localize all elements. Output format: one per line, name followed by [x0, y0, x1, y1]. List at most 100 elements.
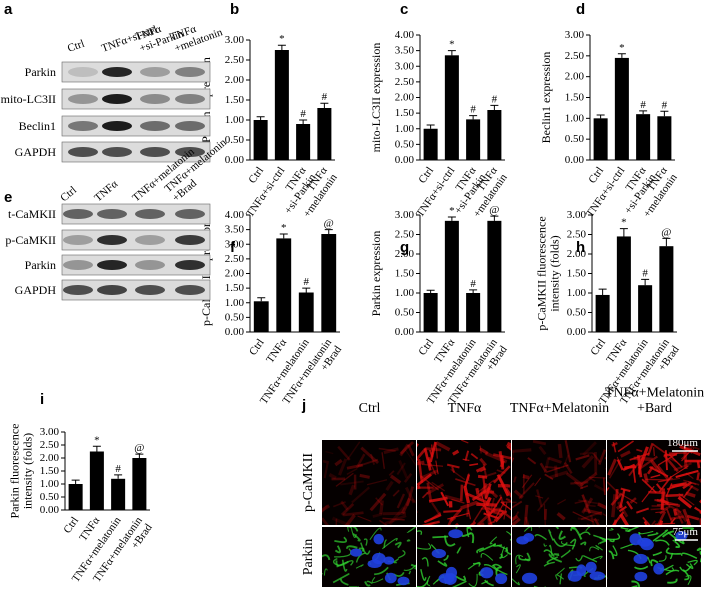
red-fiber: [500, 501, 511, 511]
blue-nucleus: [372, 552, 386, 565]
red-fiber: [489, 496, 503, 516]
blot-band: [68, 147, 98, 157]
red-fiber: [532, 440, 547, 446]
red-fiber: [426, 482, 433, 502]
green-filament: [347, 527, 352, 532]
red-fiber: [659, 477, 681, 483]
red-fiber: [675, 507, 688, 523]
error-bar: [71, 479, 80, 484]
bar: [487, 110, 502, 160]
y-tick-label: 0.50: [567, 307, 587, 319]
error-bar: [619, 228, 628, 237]
y-tick-label: 0.00: [395, 326, 415, 338]
x-tick-label: Ctrl: [416, 165, 436, 186]
red-fiber: [419, 469, 439, 480]
red-fiber: [483, 512, 499, 520]
green-filament: [569, 527, 583, 540]
red-fiber: [578, 499, 599, 505]
red-fiber: [464, 450, 470, 461]
red-fiber: [699, 499, 701, 504]
red-fiber: [682, 485, 694, 499]
blot-band: [135, 260, 165, 270]
green-filament: [548, 529, 554, 541]
green-filament: [524, 552, 531, 562]
red-fiber: [379, 500, 384, 515]
red-fiber: [428, 496, 448, 503]
panel-letter: e: [4, 189, 12, 206]
red-fiber: [642, 516, 651, 525]
bar: [68, 484, 83, 510]
red-fiber: [369, 492, 387, 512]
y-axis-title-group: Parkin expression: [369, 231, 383, 317]
red-fiber: [580, 511, 603, 521]
green-filament: [414, 566, 416, 570]
green-filament: [506, 530, 511, 541]
micrograph-column-title: TNFα+Melatonin +Bard: [605, 386, 704, 416]
micrograph-column-title: TNFα+Melatonin: [510, 401, 609, 416]
red-fiber: [521, 474, 533, 489]
red-fiber: [602, 512, 606, 517]
green-filament: [608, 550, 615, 560]
red-fiber: [612, 441, 617, 453]
red-fiber: [619, 489, 626, 509]
micrograph-row-label-group: Parkin: [301, 539, 316, 576]
y-tick-label: 0.50: [225, 134, 245, 146]
red-fiber: [565, 472, 584, 487]
panel-letter: f: [230, 239, 236, 256]
green-filament: [685, 563, 694, 570]
red-fiber: [403, 472, 413, 483]
red-fiber: [677, 495, 693, 509]
red-fiber: [683, 479, 700, 486]
lane-label-group: TNFα: [92, 178, 120, 204]
bar: [89, 451, 104, 510]
bar: [253, 120, 268, 160]
red-fiber: [405, 486, 415, 507]
red-fiber: [617, 440, 634, 453]
red-fiber: [539, 462, 547, 473]
red-fiber: [647, 442, 654, 457]
green-filament: [489, 536, 498, 545]
blue-nucleus: [629, 533, 642, 546]
red-fiber: [673, 508, 678, 516]
green-filament: [512, 578, 520, 586]
red-fiber: [425, 521, 435, 525]
green-filament: [426, 575, 431, 587]
green-filament: [665, 547, 682, 555]
y-tick-label: 4.00: [395, 29, 415, 41]
lane-label: Ctrl: [58, 184, 79, 204]
red-fiber: [588, 476, 606, 479]
green-filament: [609, 527, 614, 531]
red-fiber: [429, 449, 433, 457]
error-bar: [324, 229, 333, 235]
scale-bar-label: 75μm: [673, 526, 699, 538]
red-fiber: [485, 496, 492, 507]
micrograph-row-label: p-CaMKII: [301, 453, 316, 512]
green-filament: [680, 552, 698, 559]
y-tick-label: 1.50: [395, 107, 415, 119]
micrograph-column-title: TNFα: [448, 401, 482, 416]
red-fiber: [382, 517, 405, 521]
y-axis-title: Parkin expression: [369, 231, 383, 317]
green-filament: [476, 547, 485, 554]
error-bar: [447, 50, 456, 56]
green-filament: [555, 527, 560, 530]
green-filament: [515, 564, 521, 574]
red-fiber: [535, 495, 544, 499]
red-fiber: [527, 457, 537, 465]
red-fiber: [341, 502, 355, 516]
x-tick-label-group: TNFα+melatonin+Brad: [280, 336, 344, 406]
green-filament: [332, 573, 350, 584]
red-fiber: [375, 497, 383, 506]
red-fiber: [685, 472, 694, 479]
y-axis-title-group: Parkin fluorescenceintensity (folds): [7, 424, 34, 519]
y-tick-label: 0.50: [395, 307, 415, 319]
green-filament: [466, 527, 473, 538]
green-filament: [579, 531, 591, 536]
green-filament: [558, 530, 566, 540]
green-filament: [607, 533, 621, 541]
green-filament: [652, 529, 669, 542]
significance-marker: #: [115, 463, 121, 475]
red-fiber: [372, 512, 383, 518]
y-tick-label: 3.00: [395, 60, 415, 72]
y-tick-label: 3.50: [225, 224, 245, 236]
